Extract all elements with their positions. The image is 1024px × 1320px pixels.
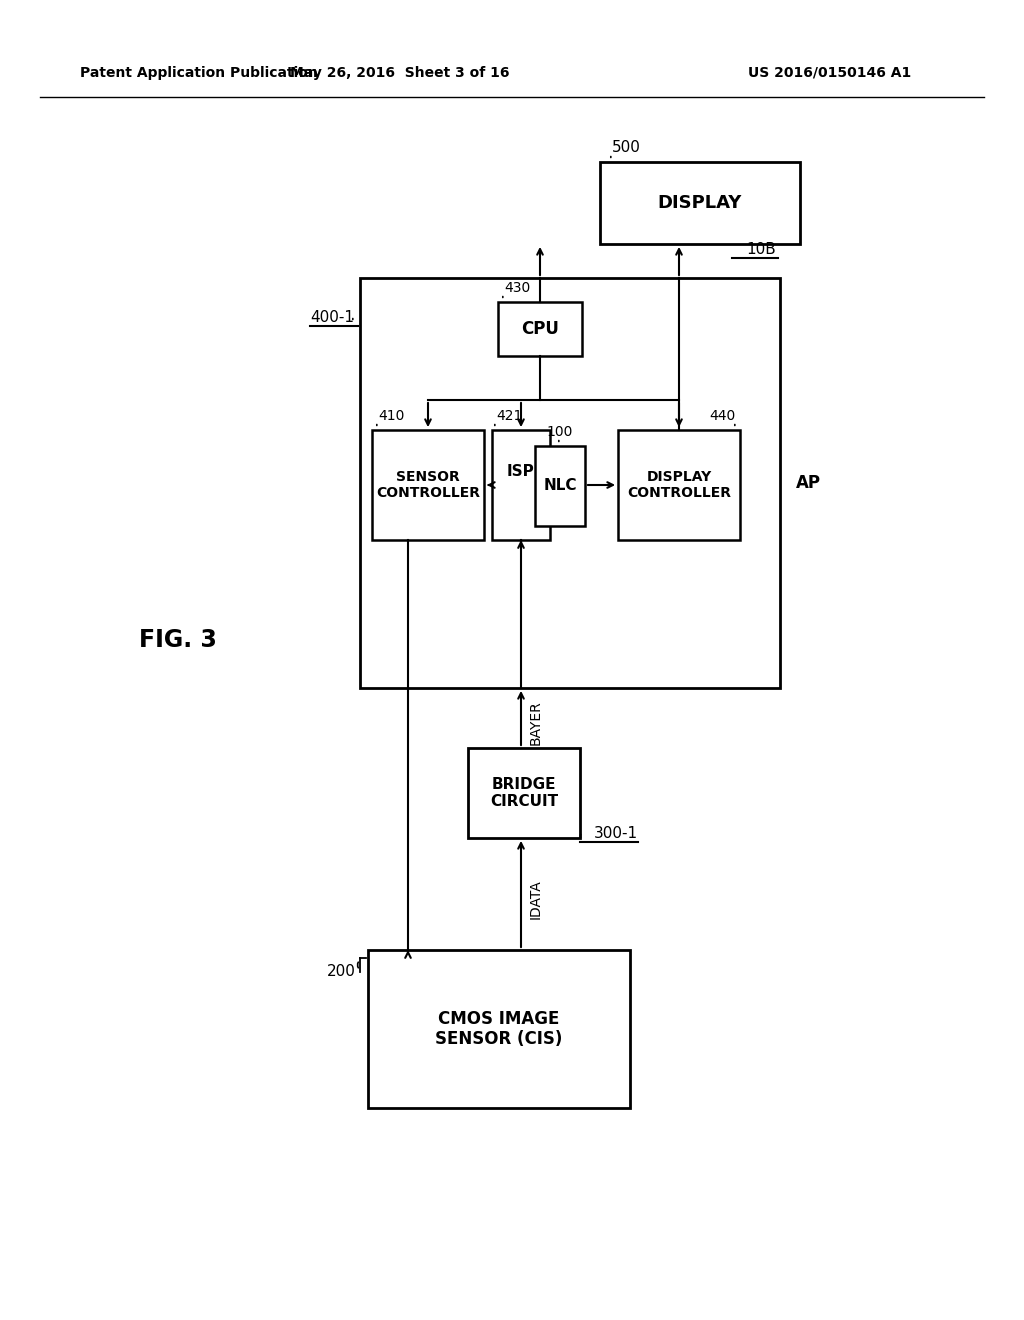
Text: CPU: CPU [521, 319, 559, 338]
Text: 500: 500 [612, 140, 641, 156]
Bar [498, 302, 582, 356]
Bar [468, 748, 580, 838]
Text: BAYER: BAYER [529, 701, 543, 746]
Text: 430: 430 [504, 281, 530, 294]
Text: FIG. 3: FIG. 3 [139, 628, 217, 652]
Bar [618, 430, 740, 540]
Text: DISPLAY: DISPLAY [657, 194, 742, 213]
Text: 300-1: 300-1 [594, 826, 638, 842]
Text: SENSOR
CONTROLLER: SENSOR CONTROLLER [376, 470, 480, 500]
Text: 421: 421 [496, 409, 522, 422]
Text: ISP: ISP [507, 465, 535, 479]
Text: US 2016/0150146 A1: US 2016/0150146 A1 [748, 66, 911, 81]
Text: 410: 410 [378, 409, 404, 422]
Text: NLC: NLC [544, 479, 577, 494]
Text: 440: 440 [710, 409, 736, 422]
Bar [600, 162, 800, 244]
Text: 100: 100 [547, 425, 573, 440]
Bar [492, 430, 550, 540]
Text: 400-1: 400-1 [310, 310, 354, 326]
Text: BRIDGE
CIRCUIT: BRIDGE CIRCUIT [489, 776, 558, 809]
Bar [360, 279, 780, 688]
Text: Patent Application Publication: Patent Application Publication [80, 66, 317, 81]
Text: IDATA: IDATA [529, 879, 543, 919]
Text: CMOS IMAGE
SENSOR (CIS): CMOS IMAGE SENSOR (CIS) [435, 1010, 562, 1048]
Bar [368, 950, 630, 1107]
Text: AP: AP [796, 474, 821, 492]
Bar [535, 446, 585, 525]
Bar [372, 430, 484, 540]
Text: DISPLAY
CONTROLLER: DISPLAY CONTROLLER [627, 470, 731, 500]
Text: May 26, 2016  Sheet 3 of 16: May 26, 2016 Sheet 3 of 16 [290, 66, 510, 81]
Text: 200: 200 [327, 965, 356, 979]
Text: 10B: 10B [746, 243, 776, 257]
